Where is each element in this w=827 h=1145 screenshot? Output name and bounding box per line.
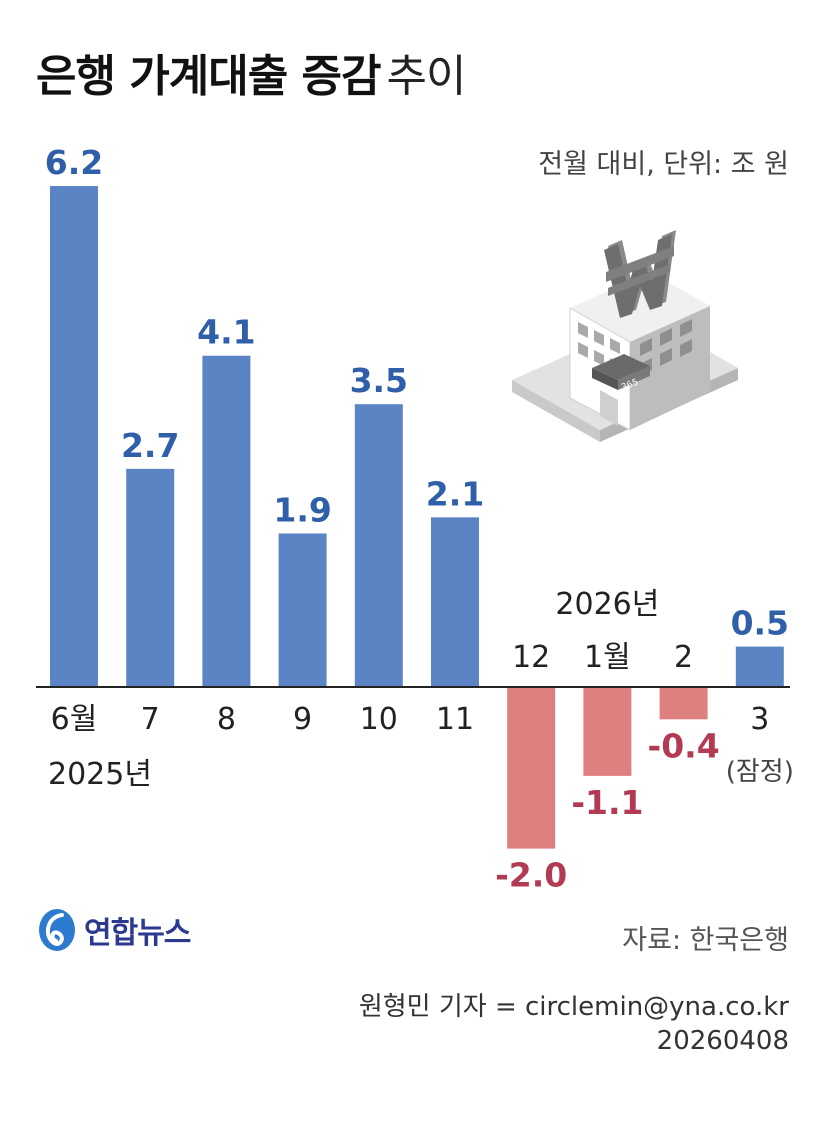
bar-2 — [126, 468, 175, 687]
title-bold: 은행 가계대출 증감 — [36, 51, 381, 102]
bar-6 — [431, 517, 479, 687]
category-label-7: 12 — [512, 640, 550, 675]
value-label-3: 4.1 — [197, 313, 255, 352]
bar-10 — [735, 646, 784, 687]
value-label-10: 0.5 — [731, 604, 789, 643]
bar-1 — [50, 186, 98, 688]
provisional-note: (잠정) — [726, 757, 794, 787]
value-label-7: -2.0 — [495, 856, 567, 895]
source-note: 자료: 한국은행 — [622, 925, 789, 956]
value-label-9: -0.4 — [648, 726, 720, 765]
page-title: 은행 가계대출 증감 추이 — [36, 40, 466, 104]
category-label-6: 11 — [436, 702, 474, 737]
category-label-5: 10 — [360, 702, 398, 737]
year-label-2025: 2025년 — [48, 757, 152, 792]
category-label-8: 1월 — [584, 640, 631, 675]
category-label-10: 3 — [750, 702, 769, 737]
bank-building-won-icon: 365 — [512, 230, 738, 442]
category-label-9: 2 — [674, 640, 693, 675]
yonhap-logo-icon — [39, 909, 75, 951]
category-label-1: 6월 — [51, 702, 98, 737]
year-label-2026: 2026년 — [555, 587, 659, 622]
publisher-logo-text: 연합뉴스 — [84, 916, 191, 951]
title-light: 추이 — [386, 51, 466, 102]
category-label-3: 8 — [217, 702, 236, 737]
byline: 원형민 기자 = circlemin@yna.co.kr 20260408 — [359, 990, 789, 1058]
value-label-4: 1.9 — [273, 490, 331, 529]
value-label-1: 6.2 — [45, 143, 103, 182]
reporter-credit: 원형민 기자 = circlemin@yna.co.kr — [358, 992, 789, 1022]
value-label-5: 3.5 — [350, 361, 408, 400]
date-code: 20260408 — [656, 1026, 789, 1056]
unit-note: 전월 대비, 단위: 조 원 — [538, 149, 789, 180]
bar-3 — [202, 355, 251, 687]
value-label-6: 2.1 — [426, 474, 484, 513]
value-label-8: -1.1 — [571, 783, 643, 822]
bar-7 — [507, 687, 556, 849]
bar-5 — [354, 404, 403, 687]
category-label-4: 9 — [293, 702, 312, 737]
publisher-logo: 연합뉴스 — [36, 905, 191, 955]
category-label-2: 7 — [141, 702, 160, 737]
value-label-2: 2.7 — [121, 426, 179, 465]
bar-4 — [278, 533, 327, 687]
bar-9 — [659, 687, 708, 720]
bar-8 — [583, 687, 632, 776]
